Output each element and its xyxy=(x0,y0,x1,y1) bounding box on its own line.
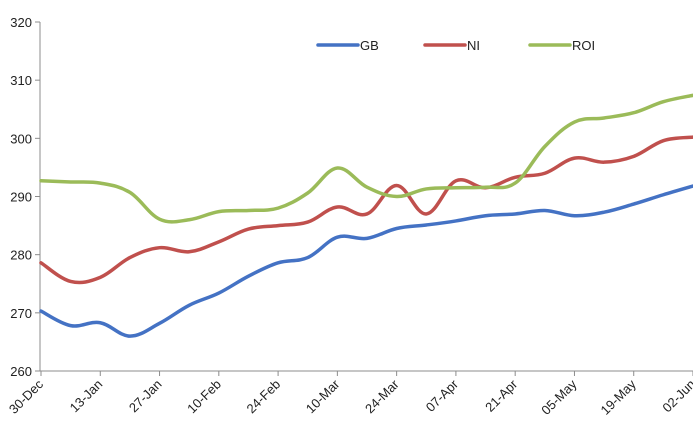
series-lines xyxy=(39,93,693,338)
series-line-roi xyxy=(39,93,693,224)
x-tick-label: 10-Feb xyxy=(184,377,224,417)
legend-label-roi: ROI xyxy=(572,38,595,53)
x-tick-label: 30-Dec xyxy=(6,376,47,417)
x-tick-label: 13-Jan xyxy=(67,377,106,416)
x-tick-label: 21-Apr xyxy=(482,376,521,415)
legend-label-ni: NI xyxy=(467,38,480,53)
legend-label-gb: GB xyxy=(360,38,379,53)
y-tick-label: 260 xyxy=(10,364,32,379)
series-line-gb xyxy=(39,184,693,338)
x-tick-label: 02-Jun xyxy=(659,377,693,416)
y-axis-tick-labels: 260 270 280 290 300 310 320 xyxy=(10,15,40,379)
x-tick-label: 19-May xyxy=(598,376,640,418)
x-tick-label: 05-May xyxy=(538,376,580,418)
y-tick-label: 280 xyxy=(10,248,32,263)
x-tick-label: 07-Apr xyxy=(423,376,462,415)
y-tick-label: 320 xyxy=(10,15,32,30)
y-tick-label: 310 xyxy=(10,73,32,88)
x-tick-label: 24-Feb xyxy=(243,377,283,417)
axes xyxy=(39,22,693,372)
y-tick-label: 270 xyxy=(10,306,32,321)
x-tick-label: 27-Jan xyxy=(126,377,165,416)
x-tick-label: 10-Mar xyxy=(303,376,343,416)
x-tick-label: 24-Mar xyxy=(362,376,402,416)
legend: GB NI ROI xyxy=(316,38,595,53)
x-axis-tick-labels: 30-Dec 13-Jan 27-Jan 10-Feb 24-Feb 10-Mar 24-M… xyxy=(6,371,693,418)
y-tick-label: 290 xyxy=(10,190,32,205)
series-line-ni xyxy=(39,135,693,285)
y-tick-label: 300 xyxy=(10,131,32,146)
